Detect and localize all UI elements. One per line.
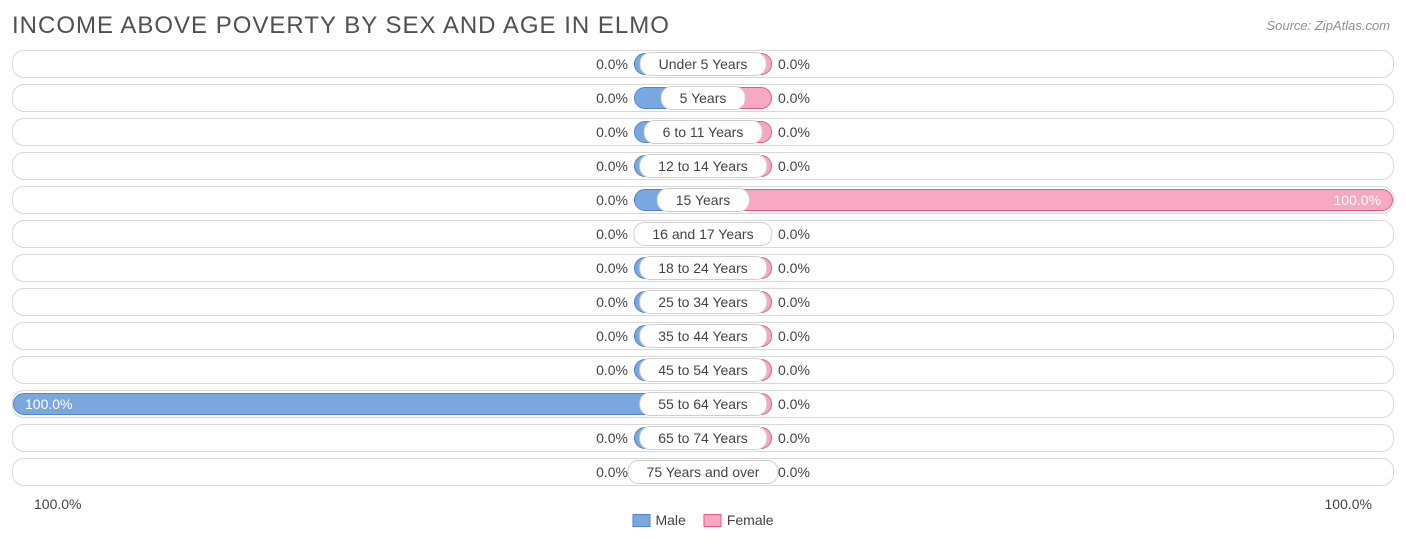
chart-title: INCOME ABOVE POVERTY BY SEX AND AGE IN E… <box>12 12 670 40</box>
female-value: 0.0% <box>772 323 810 349</box>
category-label: 75 Years and over <box>628 460 779 484</box>
chart-row: 0.0% 0.0%16 and 17 Years <box>12 220 1394 248</box>
chart-row: 0.0% 100.0% 15 Years <box>12 186 1394 214</box>
legend-label: Male <box>655 512 685 528</box>
axis-right: 100.0% <box>1325 496 1372 512</box>
male-value: 0.0% <box>596 357 634 383</box>
female-value: 0.0% <box>772 357 810 383</box>
category-label: 5 Years <box>661 86 746 110</box>
chart-row: 0.0% 0.0%18 to 24 Years <box>12 254 1394 282</box>
female-value: 100.0% <box>1328 187 1389 213</box>
chart-row: 0.0% 0.0%12 to 14 Years <box>12 152 1394 180</box>
legend-swatch <box>632 514 650 527</box>
female-value: 0.0% <box>772 51 810 77</box>
chart-legend: Male Female <box>632 512 773 528</box>
category-label: 35 to 44 Years <box>639 324 767 348</box>
chart-row: 0.0% 0.0%Under 5 Years <box>12 50 1394 78</box>
male-value: 0.0% <box>596 119 634 145</box>
category-label: 6 to 11 Years <box>644 120 763 144</box>
male-value: 0.0% <box>596 85 634 111</box>
chart-source: Source: ZipAtlas.com <box>1266 12 1390 33</box>
female-bar <box>703 189 1393 211</box>
chart-row: 0.0% 0.0% 5 Years <box>12 84 1394 112</box>
category-label: 15 Years <box>657 188 750 212</box>
category-label: 16 and 17 Years <box>633 222 772 246</box>
male-value: 0.0% <box>596 51 634 77</box>
legend-item: Female <box>704 512 774 528</box>
chart-rows: 0.0%0.0%Under 5 Years0.0%0.0%5 Years0.0%… <box>0 44 1406 486</box>
axis-left: 100.0% <box>34 496 81 512</box>
legend-label: Female <box>727 512 774 528</box>
male-value: 0.0% <box>596 323 634 349</box>
male-value: 0.0% <box>596 221 634 247</box>
male-value: 0.0% <box>596 289 634 315</box>
female-value: 0.0% <box>772 255 810 281</box>
chart-row: 0.0%0.0%75 Years and over <box>12 458 1394 486</box>
population-pyramid-chart: INCOME ABOVE POVERTY BY SEX AND AGE IN E… <box>0 0 1406 514</box>
chart-row: 0.0% 0.0%45 to 54 Years <box>12 356 1394 384</box>
female-value: 0.0% <box>772 85 810 111</box>
male-value: 0.0% <box>596 425 634 451</box>
chart-row: 0.0% 0.0%25 to 34 Years <box>12 288 1394 316</box>
category-label: 55 to 64 Years <box>639 392 767 416</box>
female-value: 0.0% <box>772 119 810 145</box>
legend-swatch <box>704 514 722 527</box>
category-label: 18 to 24 Years <box>639 256 767 280</box>
chart-axis: 100.0% 100.0% MaleFemale <box>12 492 1394 514</box>
chart-row: 0.0% 0.0%35 to 44 Years <box>12 322 1394 350</box>
category-label: 65 to 74 Years <box>639 426 767 450</box>
chart-row: 100.0% 0.0%55 to 64 Years <box>12 390 1394 418</box>
male-value: 100.0% <box>17 391 78 417</box>
female-value: 0.0% <box>772 391 810 417</box>
category-label: 12 to 14 Years <box>639 154 767 178</box>
male-bar <box>13 393 703 415</box>
female-value: 0.0% <box>772 221 810 247</box>
female-value: 0.0% <box>772 153 810 179</box>
legend-item: Male <box>632 512 685 528</box>
category-label: 45 to 54 Years <box>639 358 767 382</box>
chart-header: INCOME ABOVE POVERTY BY SEX AND AGE IN E… <box>0 0 1406 44</box>
category-label: Under 5 Years <box>640 52 767 76</box>
male-value: 0.0% <box>596 187 634 213</box>
male-value: 0.0% <box>596 255 634 281</box>
chart-row: 0.0% 0.0% 6 to 11 Years <box>12 118 1394 146</box>
female-value: 0.0% <box>772 425 810 451</box>
female-value: 0.0% <box>772 289 810 315</box>
male-value: 0.0% <box>596 153 634 179</box>
chart-row: 0.0% 0.0%65 to 74 Years <box>12 424 1394 452</box>
axis-labels: 100.0% 100.0% <box>12 492 1394 512</box>
category-label: 25 to 34 Years <box>639 290 767 314</box>
